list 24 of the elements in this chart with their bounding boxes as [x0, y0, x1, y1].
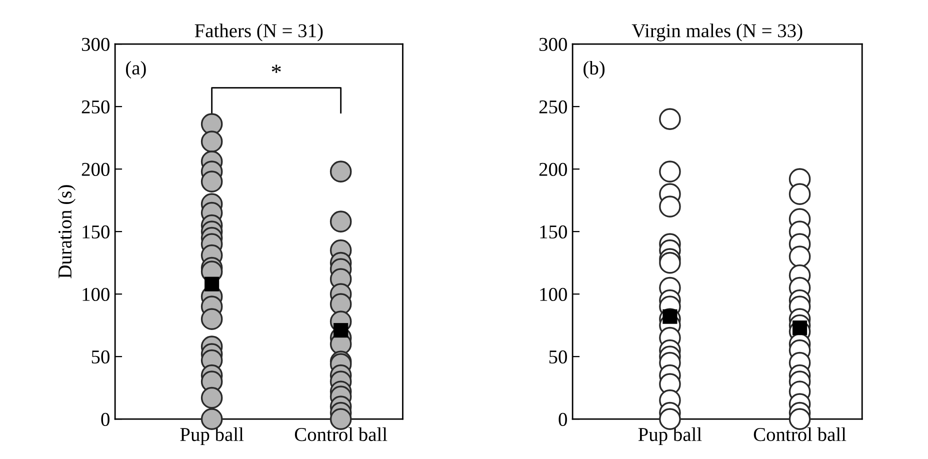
y-tick-label: 150 — [82, 225, 110, 239]
chart-title: Virgin males (N = 33) — [632, 24, 802, 42]
y-tick-label: 100 — [82, 288, 110, 302]
y-tick-label: 300 — [82, 38, 110, 51]
y-axis-title: Duration (s) — [58, 185, 76, 278]
y-tick-label: 0 — [558, 412, 567, 426]
y-tick-label: 50 — [92, 350, 110, 364]
y-tick-label: 200 — [82, 162, 110, 176]
y-tick-label: 200 — [539, 162, 567, 176]
y-tick-label: 100 — [540, 288, 567, 302]
annotation: * — [272, 64, 281, 73]
y-tick-label: 150 — [540, 225, 567, 239]
chart-title: Fathers (N = 31) — [194, 24, 323, 42]
x-tick-label: Control ball — [294, 427, 388, 442]
y-tick-label: 50 — [549, 350, 567, 364]
y-tick-label: 250 — [82, 100, 110, 114]
x-tick-label: Pup ball — [180, 427, 244, 446]
y-tick-label: 300 — [539, 38, 567, 51]
x-tick-label: Pup ball — [638, 427, 702, 446]
annotation: (a) — [126, 60, 146, 79]
x-tick-label: Control ball — [754, 427, 846, 442]
annotation: (b) — [584, 60, 605, 79]
y-tick-label: 0 — [101, 412, 110, 426]
y-tick-label: 250 — [539, 100, 567, 114]
